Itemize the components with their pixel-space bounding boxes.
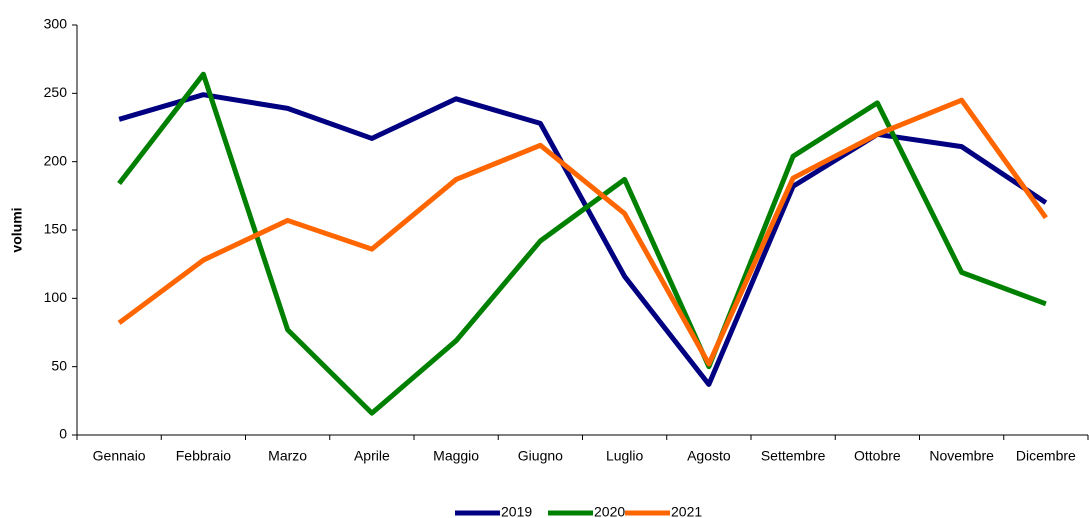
legend-label: 2020	[594, 504, 625, 518]
x-tick-label: Giugno	[518, 448, 563, 464]
legend-label: 2021	[671, 504, 702, 518]
y-tick-label: 150	[44, 221, 68, 237]
x-tick-label: Dicembre	[1016, 448, 1076, 464]
x-tick-label: Ottobre	[854, 448, 901, 464]
x-tick-label: Luglio	[606, 448, 644, 464]
x-tick-label: Aprile	[354, 448, 390, 464]
legend-label: 2019	[501, 504, 532, 518]
y-tick-label: 100	[44, 289, 68, 305]
x-tick-label: Settembre	[761, 448, 826, 464]
x-tick-label: Novembre	[929, 448, 994, 464]
y-tick-label: 250	[44, 84, 68, 100]
x-tick-label: Agosto	[687, 448, 731, 464]
x-tick-label: Febbraio	[176, 448, 231, 464]
y-tick-label: 300	[44, 16, 68, 32]
y-tick-label: 50	[51, 357, 67, 373]
x-tick-label: Maggio	[433, 448, 479, 464]
x-tick-label: Gennaio	[93, 448, 146, 464]
y-axis-label: volumi	[9, 207, 25, 252]
series-line	[117, 97, 1048, 367]
y-tick-label: 0	[59, 426, 67, 442]
y-tick-label: 200	[44, 152, 68, 168]
x-tick-label: Marzo	[268, 448, 307, 464]
